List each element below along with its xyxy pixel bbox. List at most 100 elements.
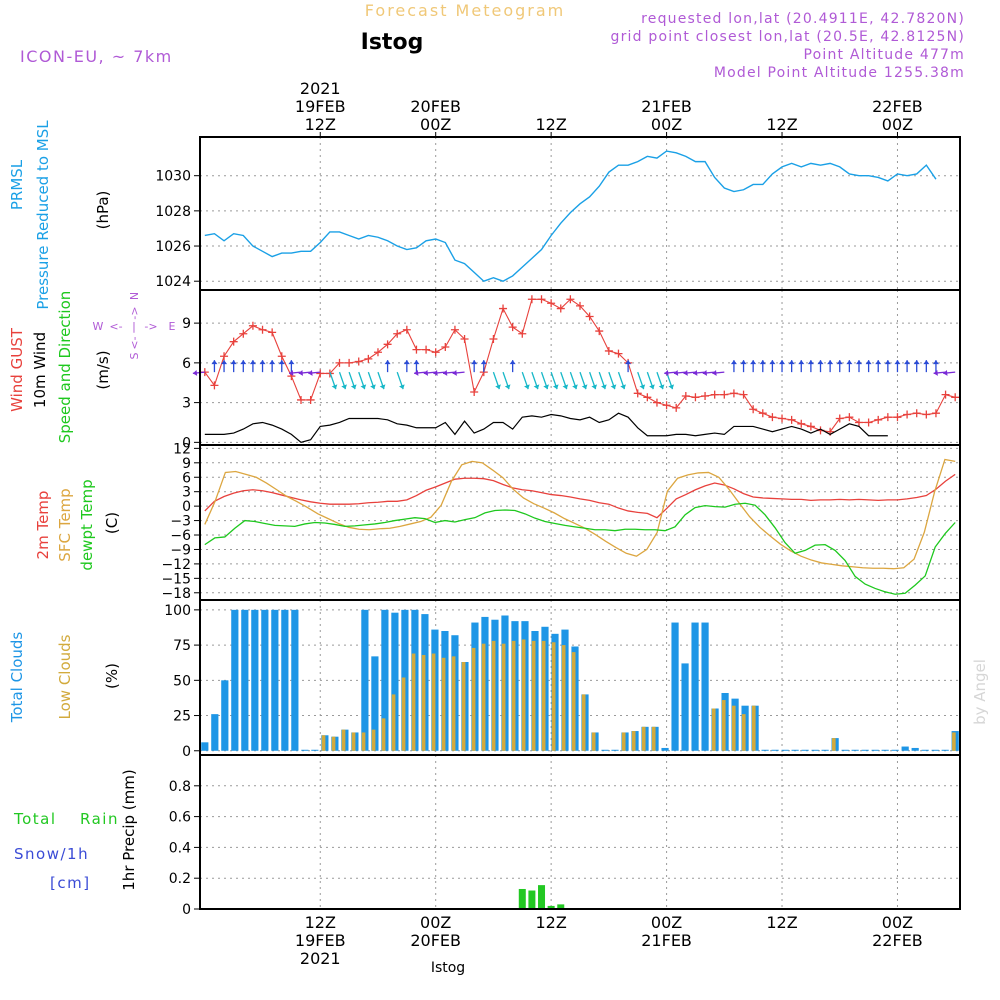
pressure-line <box>204 150 937 283</box>
wind-arrow-head <box>442 369 448 376</box>
compass-rose: W <- | -> E N -> <- S <box>93 292 176 360</box>
gust-marker <box>335 358 344 367</box>
compass-e: E <box>169 320 176 333</box>
total-cloud-bar <box>921 749 929 751</box>
wind-arrow-head <box>712 369 717 376</box>
wind-arrow-head <box>471 360 478 365</box>
wind-arrow-head <box>403 360 410 365</box>
bottom-time-label: 12Z <box>766 913 797 932</box>
top-time-label: 12Z <box>766 115 797 134</box>
pressure-frame <box>199 136 961 291</box>
station-title: Istog <box>361 30 424 55</box>
wind-arrow-head <box>807 360 814 365</box>
clouds-ytick-label: 0 <box>182 744 191 760</box>
wind-arrow-head <box>384 360 391 365</box>
gust-marker <box>931 409 940 418</box>
wind-gust-label: Wind GUST <box>8 327 26 412</box>
requested-location: requested lon,lat (20.4911E, 42.7820N) <box>641 11 965 27</box>
low-cloud-bar <box>361 732 366 751</box>
wind-arrow-head <box>552 384 559 390</box>
wind-arrow-head <box>740 360 747 365</box>
low-cloud-bar <box>321 735 326 751</box>
gust-marker <box>883 413 892 422</box>
gust-marker <box>701 391 710 400</box>
gust-marker <box>470 388 479 397</box>
wind-arrow-head <box>702 369 708 376</box>
low-cloud-bar <box>431 653 436 751</box>
wind-arrow-head <box>625 360 632 365</box>
clouds-ytick-label: 100 <box>164 603 191 619</box>
gust-marker <box>893 413 902 422</box>
wind-frame <box>199 289 961 446</box>
wind-arrow-head <box>788 360 795 365</box>
gust-marker <box>922 410 931 419</box>
gust-marker <box>345 358 354 367</box>
wind-arrow-head <box>875 360 882 365</box>
top-time-label: 00Z <box>651 115 682 134</box>
gust-marker <box>662 401 671 410</box>
wind-arrow-head <box>779 360 786 365</box>
wind-arrow-head <box>543 384 549 390</box>
low-cloud-bar <box>411 653 416 751</box>
gust-marker <box>412 345 421 354</box>
gust-marker <box>489 335 498 344</box>
gust-marker <box>854 418 863 427</box>
total-cloud-bar <box>311 749 319 751</box>
low-cloud-bar <box>952 732 956 751</box>
wind-arrow-head <box>360 384 367 390</box>
wind-arrow-head <box>673 369 679 376</box>
gust-marker <box>912 409 921 418</box>
total-cloud-bar <box>681 663 689 751</box>
wind-arrow-head <box>591 384 598 390</box>
pressure-label-2: Pressure Reduced to MSL <box>34 120 52 310</box>
wind-arrow-head <box>298 369 303 376</box>
gust-marker <box>566 295 575 304</box>
compass-arrow-up: -> <box>128 306 141 319</box>
gust-marker <box>373 348 382 357</box>
wind-arrow-head <box>932 360 939 365</box>
pressure-ytick-label: 1024 <box>155 274 191 290</box>
gust-marker <box>229 337 238 346</box>
gust-marker <box>749 405 758 414</box>
gust-marker <box>652 398 661 407</box>
wind-ytick-label: 9 <box>182 316 191 332</box>
low-cloud-bar <box>441 657 446 751</box>
model-name: ICON-EU, ~ 7km <box>20 47 173 66</box>
wind-arrow-head <box>480 360 487 365</box>
wind-arrow-head <box>192 369 198 376</box>
compass-arrow-left: <- <box>109 320 122 333</box>
precip-snow-label: Snow/1h <box>14 845 89 863</box>
model-altitude: Model Point Altitude 1255.38m <box>714 65 965 81</box>
temperature-ytick-label: 0 <box>182 499 191 515</box>
wind-speed-line <box>204 412 888 444</box>
gust-marker <box>903 410 912 419</box>
total-cloud-bar <box>781 749 789 751</box>
temperature-ytick-label: −18 <box>161 586 191 602</box>
precipitation-ytick-label: 0.4 <box>169 840 191 856</box>
gust-marker <box>268 328 277 337</box>
low-cloud-bar <box>331 736 336 751</box>
total-cloud-bar <box>261 609 269 751</box>
gust-marker <box>951 393 960 402</box>
low-cloud-bar <box>541 640 546 751</box>
wind-arrow-head <box>331 384 338 390</box>
sfc-temp-line <box>204 458 956 570</box>
wind-arrow-head <box>414 369 419 376</box>
temp-unit: (C) <box>103 512 121 534</box>
wind-arrow-head <box>846 360 853 365</box>
precipitation-ytick-label: 0.6 <box>169 810 191 826</box>
temperature-ytick-label: −3 <box>170 514 191 530</box>
low-cloud-bar <box>471 647 476 751</box>
wind-arrow-head <box>308 369 313 376</box>
rain-bar <box>547 905 555 909</box>
wind-direction-label: Speed and Direction <box>56 291 74 444</box>
temperature-ytick-label: 6 <box>182 470 191 486</box>
low-cloud-bar <box>461 662 466 751</box>
total-clouds-label: Total Clouds <box>8 632 26 724</box>
wind-arrow-head <box>379 384 386 390</box>
total-cloud-bar <box>671 622 679 751</box>
gust-marker <box>316 369 325 378</box>
wind-arrow-head <box>495 384 501 390</box>
gust-marker <box>556 304 565 313</box>
